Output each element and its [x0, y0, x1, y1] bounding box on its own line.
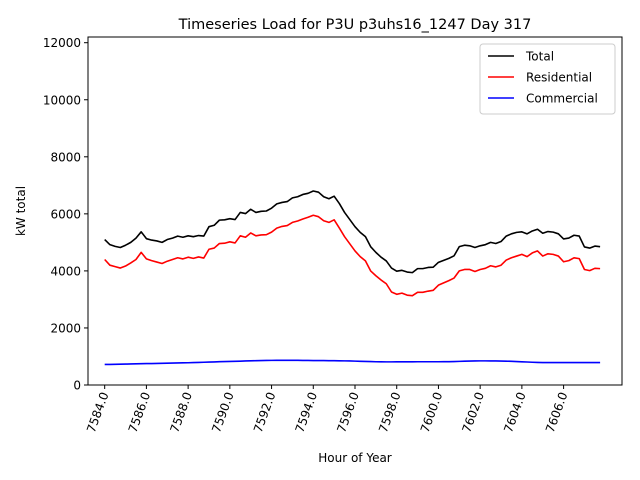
chart-title: Timeseries Load for P3U p3uhs16_1247 Day… — [178, 17, 532, 33]
y-tick-label: 0 — [73, 379, 81, 393]
series-layer — [104, 190, 601, 366]
y-tick-label: 2000 — [50, 321, 81, 335]
y-tick-label: 12000 — [43, 36, 81, 50]
y-tick-label: 10000 — [43, 93, 81, 107]
legend-label: Residential — [526, 71, 592, 85]
y-axis-label: kW total — [14, 186, 28, 236]
y-tick-label: 4000 — [50, 264, 81, 278]
legend-label: Total — [525, 50, 554, 64]
legend: Total Residential Commercial — [479, 43, 616, 115]
series-line-total — [104, 190, 601, 274]
y-tick-label: 6000 — [50, 207, 81, 221]
series-line-residential — [104, 214, 601, 297]
series-line-commercial — [104, 359, 601, 366]
y-tick-label: 8000 — [50, 150, 81, 164]
legend-label: Commercial — [526, 92, 598, 106]
legend-box — [479, 43, 616, 115]
axes-frame — [87, 36, 623, 386]
x-axis-label: Hour of Year — [318, 451, 392, 465]
